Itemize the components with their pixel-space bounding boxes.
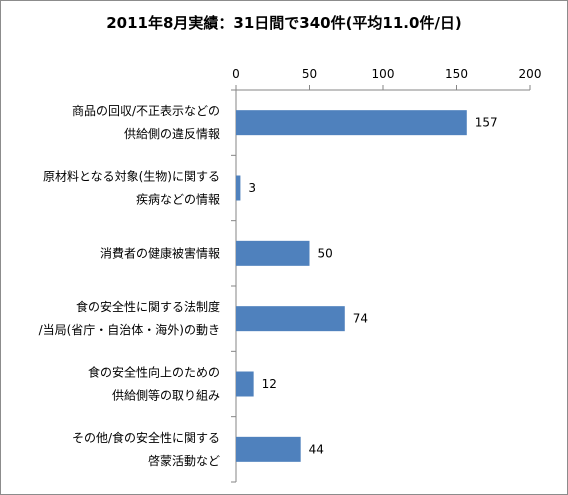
bar — [236, 306, 345, 332]
category-label: その他/食の安全性に関する — [72, 430, 220, 445]
bar — [236, 436, 301, 462]
x-tick-label: 100 — [372, 67, 395, 81]
category-label: 原材料となる対象(生物)に関する — [43, 170, 220, 184]
bar — [236, 371, 254, 397]
bar — [236, 175, 241, 201]
category-label: 啓蒙活動など — [148, 453, 220, 468]
category-label: 食の安全性に関する法制度 — [76, 299, 220, 314]
x-tick-label: 200 — [519, 67, 542, 81]
data-label: 44 — [309, 442, 324, 456]
x-tick-label: 50 — [302, 67, 317, 81]
category-label: 食の安全性向上のための — [88, 365, 220, 380]
category-label: 供給側等の取り組み — [112, 389, 220, 403]
data-label: 74 — [353, 312, 368, 326]
category-label: 消費者の健康被害情報 — [100, 245, 220, 260]
x-tick-label: 150 — [445, 67, 468, 81]
chart-title: 2011年8月実績：31日間で340件(平均11.0件/日) — [106, 14, 462, 32]
bar — [236, 240, 310, 266]
data-label: 50 — [318, 246, 333, 260]
bar — [236, 110, 467, 136]
category-label: 供給側の違反情報 — [124, 127, 220, 141]
category-label: /当局(省庁・自治体・海外)の動き — [39, 322, 220, 337]
data-label: 3 — [248, 181, 256, 195]
data-label: 12 — [262, 377, 277, 391]
category-label: 商品の回収/不正表示などの — [72, 103, 220, 118]
category-label: 疾病などの情報 — [136, 192, 220, 207]
x-tick-label: 0 — [232, 67, 240, 81]
data-label: 157 — [475, 116, 498, 130]
